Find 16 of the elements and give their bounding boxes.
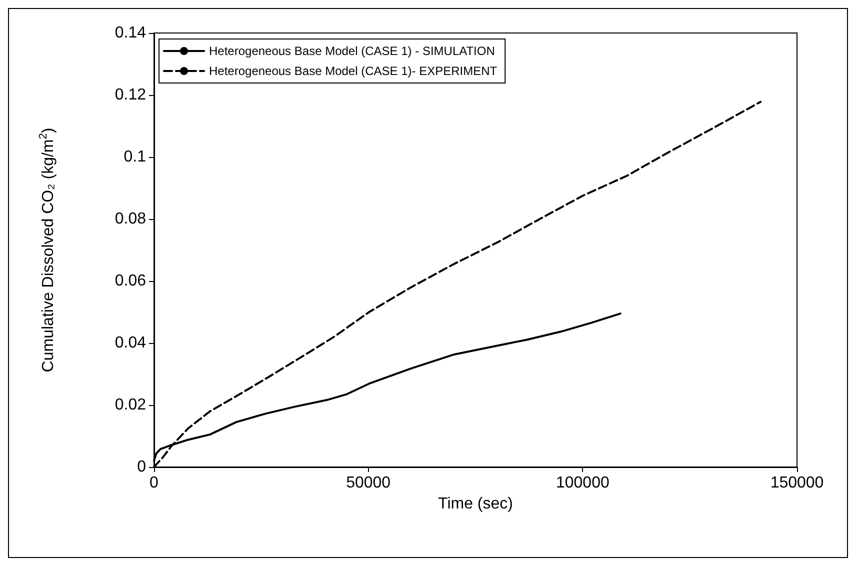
y-tick-label: 0.02 (114, 396, 146, 414)
x-tick-label: 150000 (770, 474, 824, 492)
y-tick-label: 0.04 (114, 334, 146, 352)
y-tick-label: 0.06 (114, 272, 146, 290)
x-tick-label: 0 (150, 474, 159, 492)
x-tick-label: 50000 (346, 474, 391, 492)
legend-label: Heterogeneous Base Model (CASE 1)- EXPERIMENT (209, 64, 498, 78)
x-axis-title: Time (sec) (438, 495, 513, 512)
y-tick-label: 0.12 (114, 86, 146, 104)
legend-label: Heterogeneous Base Model (CASE 1) - SIMULATION (209, 44, 495, 58)
y-axis-title: Cumulative Dissolved CO₂ (kg/m2) (38, 128, 57, 372)
y-tick-label: 0 (137, 458, 146, 476)
y-tick-label: 0.14 (114, 24, 146, 42)
x-tick-label: 100000 (556, 474, 610, 492)
y-tick-label: 0.1 (124, 148, 146, 166)
y-tick-label: 0.08 (114, 210, 146, 228)
